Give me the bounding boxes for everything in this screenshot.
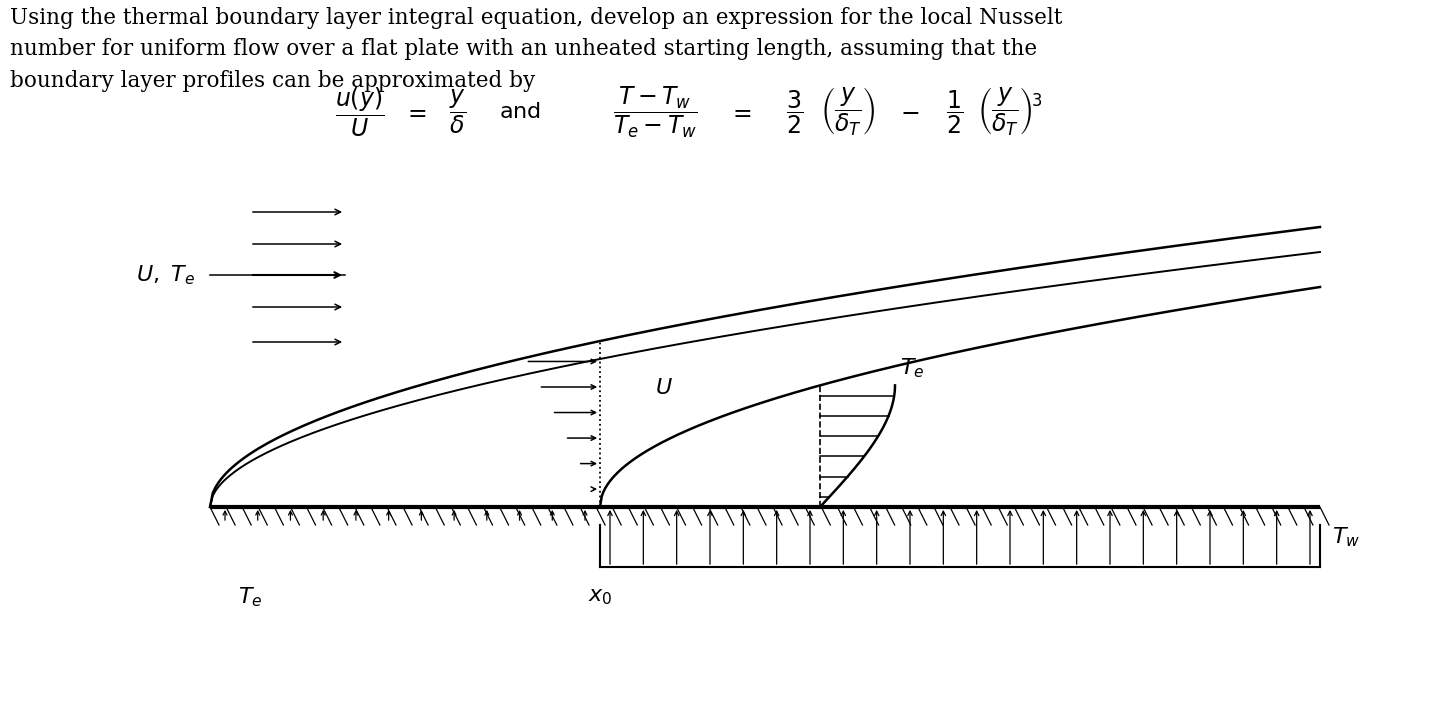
Text: $T_e$: $T_e$ <box>238 585 262 609</box>
Text: $U,\ T_e$: $U,\ T_e$ <box>135 263 194 287</box>
Text: $\dfrac{3}{2}$: $\dfrac{3}{2}$ <box>786 88 804 135</box>
Text: $x_0$: $x_0$ <box>588 585 612 607</box>
Text: $\dfrac{u(y)}{U}$: $\dfrac{u(y)}{U}$ <box>336 86 384 139</box>
Text: $T_w$: $T_w$ <box>1332 525 1361 549</box>
Text: $\left(\dfrac{y}{\delta_T}\right)$: $\left(\dfrac{y}{\delta_T}\right)$ <box>821 86 876 138</box>
Text: $\mathrm{and}$: $\mathrm{and}$ <box>500 102 541 122</box>
Text: $=$: $=$ <box>729 100 752 124</box>
Text: $\dfrac{1}{2}$: $\dfrac{1}{2}$ <box>946 88 963 135</box>
Text: $\dfrac{y}{\delta}$: $\dfrac{y}{\delta}$ <box>449 88 467 136</box>
Text: $\left(\dfrac{y}{\delta_T}\right)^{\!3}$: $\left(\dfrac{y}{\delta_T}\right)^{\!3}$ <box>978 86 1043 138</box>
Text: $U$: $U$ <box>655 376 672 399</box>
Text: Using the thermal boundary layer integral equation, develop an expression for th: Using the thermal boundary layer integra… <box>10 7 1063 92</box>
Text: $T_e$: $T_e$ <box>900 357 924 380</box>
Text: $=$: $=$ <box>403 100 426 124</box>
Text: $-$: $-$ <box>900 100 920 124</box>
Text: $\dfrac{T - T_w}{T_e - T_w}$: $\dfrac{T - T_w}{T_e - T_w}$ <box>612 84 697 140</box>
